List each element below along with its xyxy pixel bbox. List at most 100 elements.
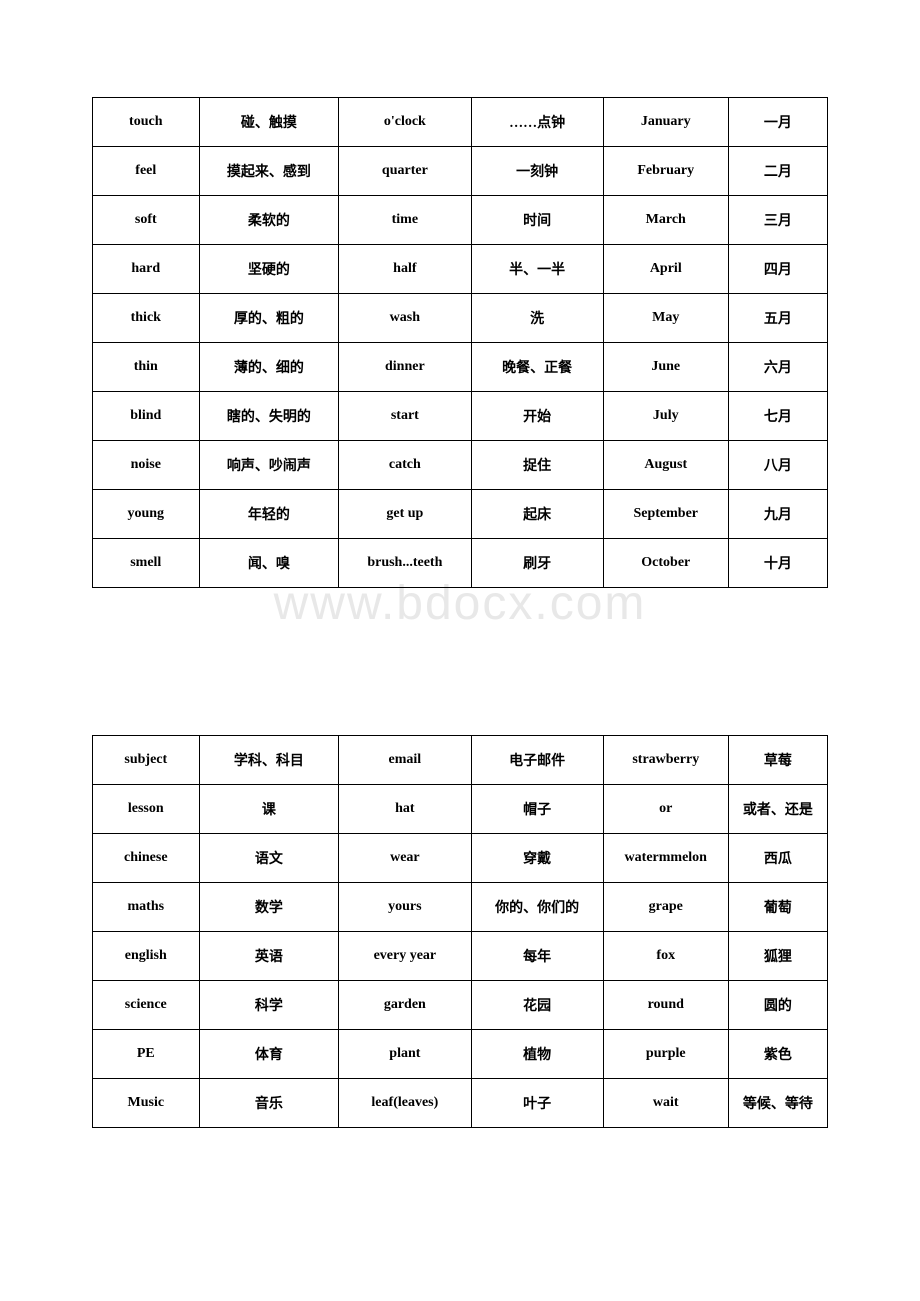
cell: February <box>603 147 728 196</box>
table1-body: touch 碰、触摸 o'clock ……点钟 January 一月 feel … <box>93 98 828 588</box>
cell: ……点钟 <box>471 98 603 147</box>
table2-body: subject 学科、科目 email 电子邮件 strawberry 草莓 l… <box>93 736 828 1128</box>
cell: 半、一半 <box>471 245 603 294</box>
cell: 开始 <box>471 392 603 441</box>
cell: noise <box>93 441 200 490</box>
cell: April <box>603 245 728 294</box>
cell: 或者、还是 <box>728 785 827 834</box>
cell: 刷牙 <box>471 539 603 588</box>
table-row: english 英语 every year 每年 fox 狐狸 <box>93 932 828 981</box>
cell: grape <box>603 883 728 932</box>
cell: May <box>603 294 728 343</box>
table-row: young 年轻的 get up 起床 September 九月 <box>93 490 828 539</box>
table-row: soft 柔软的 time 时间 March 三月 <box>93 196 828 245</box>
cell: 时间 <box>471 196 603 245</box>
cell: 语文 <box>199 834 339 883</box>
cell: 四月 <box>728 245 827 294</box>
cell: 音乐 <box>199 1079 339 1128</box>
cell: 狐狸 <box>728 932 827 981</box>
cell: 叶子 <box>471 1079 603 1128</box>
cell: 二月 <box>728 147 827 196</box>
table-row: PE 体育 plant 植物 purple 紫色 <box>93 1030 828 1079</box>
cell: 你的、你们的 <box>471 883 603 932</box>
cell: wash <box>339 294 471 343</box>
cell: maths <box>93 883 200 932</box>
cell: 瞎的、失明的 <box>199 392 339 441</box>
cell: hat <box>339 785 471 834</box>
table-row: maths 数学 yours 你的、你们的 grape 葡萄 <box>93 883 828 932</box>
cell: Music <box>93 1079 200 1128</box>
cell: start <box>339 392 471 441</box>
cell: 五月 <box>728 294 827 343</box>
cell: 课 <box>199 785 339 834</box>
table-row: hard 坚硬的 half 半、一半 April 四月 <box>93 245 828 294</box>
table-row: Music 音乐 leaf(leaves) 叶子 wait 等候、等待 <box>93 1079 828 1128</box>
cell: 电子邮件 <box>471 736 603 785</box>
table-row: thin 薄的、细的 dinner 晚餐、正餐 June 六月 <box>93 343 828 392</box>
cell: catch <box>339 441 471 490</box>
cell: get up <box>339 490 471 539</box>
cell: 坚硬的 <box>199 245 339 294</box>
cell: o'clock <box>339 98 471 147</box>
cell: 一刻钟 <box>471 147 603 196</box>
cell: every year <box>339 932 471 981</box>
table-row: touch 碰、触摸 o'clock ……点钟 January 一月 <box>93 98 828 147</box>
cell: leaf(leaves) <box>339 1079 471 1128</box>
cell: 碰、触摸 <box>199 98 339 147</box>
cell: hard <box>93 245 200 294</box>
cell: March <box>603 196 728 245</box>
table-row: subject 学科、科目 email 电子邮件 strawberry 草莓 <box>93 736 828 785</box>
cell: PE <box>93 1030 200 1079</box>
table-row: science 科学 garden 花园 round 圆的 <box>93 981 828 1030</box>
cell: smell <box>93 539 200 588</box>
cell: time <box>339 196 471 245</box>
cell: 起床 <box>471 490 603 539</box>
cell: soft <box>93 196 200 245</box>
cell: yours <box>339 883 471 932</box>
cell: garden <box>339 981 471 1030</box>
cell: 每年 <box>471 932 603 981</box>
cell: science <box>93 981 200 1030</box>
cell: dinner <box>339 343 471 392</box>
table-row: blind 瞎的、失明的 start 开始 July 七月 <box>93 392 828 441</box>
cell: 葡萄 <box>728 883 827 932</box>
cell: 数学 <box>199 883 339 932</box>
cell: 西瓜 <box>728 834 827 883</box>
cell: english <box>93 932 200 981</box>
table-row: noise 响声、吵闹声 catch 捉住 August 八月 <box>93 441 828 490</box>
cell: 花园 <box>471 981 603 1030</box>
vocabulary-table-1: touch 碰、触摸 o'clock ……点钟 January 一月 feel … <box>92 97 828 588</box>
table-row: thick 厚的、粗的 wash 洗 May 五月 <box>93 294 828 343</box>
cell: blind <box>93 392 200 441</box>
cell: 英语 <box>199 932 339 981</box>
cell: 圆的 <box>728 981 827 1030</box>
cell: wear <box>339 834 471 883</box>
cell: 三月 <box>728 196 827 245</box>
cell: 洗 <box>471 294 603 343</box>
cell: 学科、科目 <box>199 736 339 785</box>
cell: 九月 <box>728 490 827 539</box>
cell: 摸起来、感到 <box>199 147 339 196</box>
cell: round <box>603 981 728 1030</box>
cell: or <box>603 785 728 834</box>
cell: email <box>339 736 471 785</box>
cell: 紫色 <box>728 1030 827 1079</box>
cell: 十月 <box>728 539 827 588</box>
cell: 体育 <box>199 1030 339 1079</box>
cell: thick <box>93 294 200 343</box>
cell: 年轻的 <box>199 490 339 539</box>
cell: purple <box>603 1030 728 1079</box>
table-row: lesson 课 hat 帽子 or 或者、还是 <box>93 785 828 834</box>
cell: 穿戴 <box>471 834 603 883</box>
cell: quarter <box>339 147 471 196</box>
cell: 等候、等待 <box>728 1079 827 1128</box>
cell: September <box>603 490 728 539</box>
cell: 科学 <box>199 981 339 1030</box>
cell: wait <box>603 1079 728 1128</box>
cell: 一月 <box>728 98 827 147</box>
cell: fox <box>603 932 728 981</box>
cell: 厚的、粗的 <box>199 294 339 343</box>
cell: June <box>603 343 728 392</box>
cell: plant <box>339 1030 471 1079</box>
vocabulary-table-2: subject 学科、科目 email 电子邮件 strawberry 草莓 l… <box>92 735 828 1128</box>
